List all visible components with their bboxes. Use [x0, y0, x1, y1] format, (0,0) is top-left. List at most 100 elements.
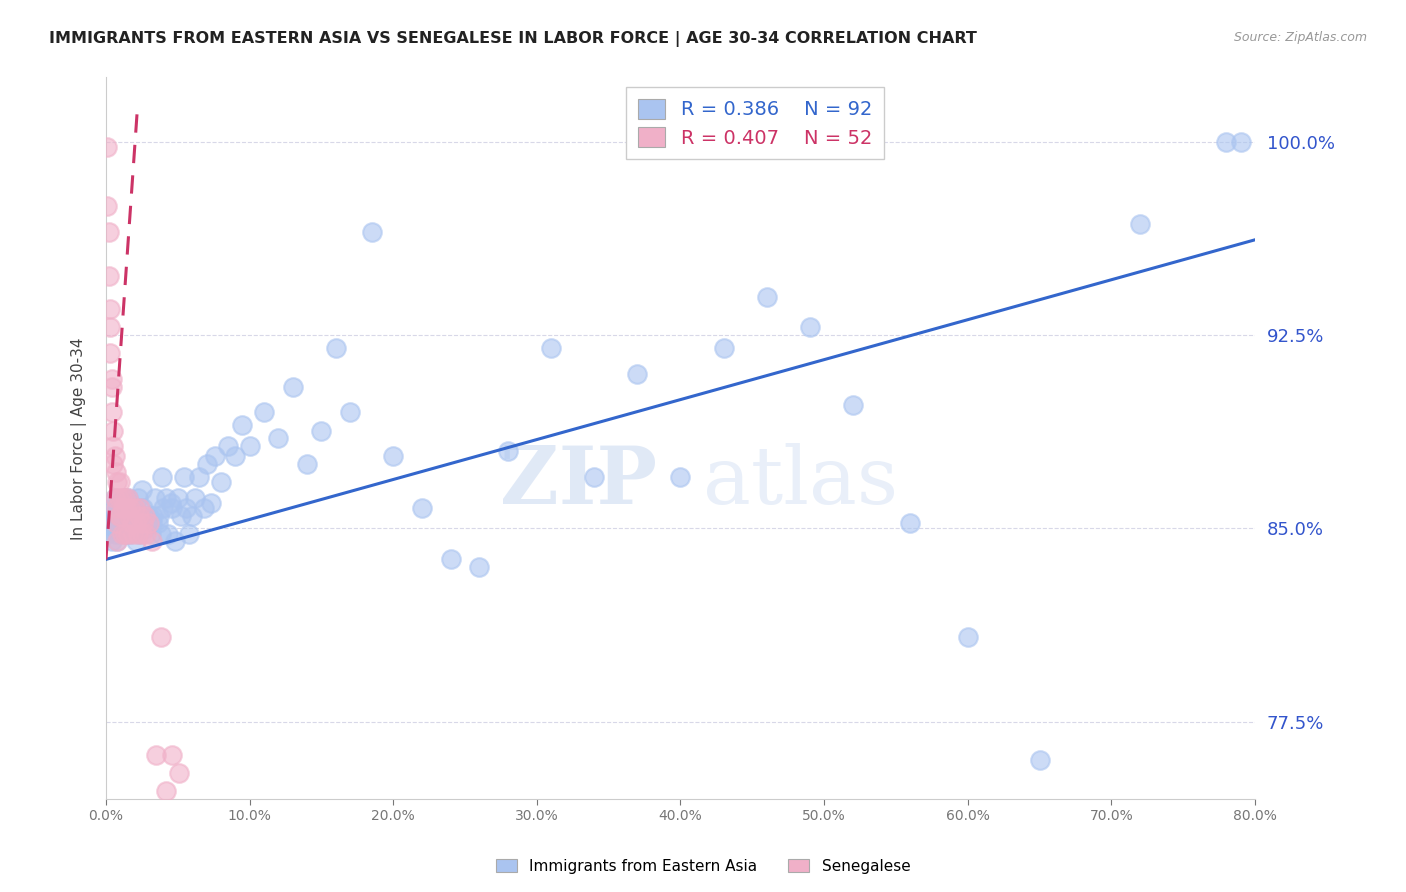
- Point: [105, 500, 128, 515]
- Point: [115, 526, 138, 541]
- Point: [1129, 218, 1152, 232]
- Point: [179, 526, 201, 541]
- Point: [129, 500, 152, 515]
- Point: [149, 630, 172, 644]
- Point: [107, 475, 129, 489]
- Point: [98, 508, 121, 523]
- Point: [108, 521, 131, 535]
- Point: [267, 431, 290, 445]
- Point: [184, 491, 207, 505]
- Point: [540, 341, 562, 355]
- Point: [181, 508, 204, 523]
- Text: atlas: atlas: [703, 442, 898, 521]
- Point: [105, 516, 128, 531]
- Point: [114, 491, 136, 505]
- Point: [139, 526, 162, 541]
- Point: [626, 367, 648, 381]
- Point: [115, 500, 138, 515]
- Point: [97, 225, 120, 239]
- Point: [200, 496, 222, 510]
- Point: [152, 500, 174, 515]
- Point: [138, 508, 160, 523]
- Y-axis label: In Labor Force | Age 30-34: In Labor Force | Age 30-34: [72, 337, 87, 540]
- Point: [339, 405, 361, 419]
- Point: [118, 496, 141, 510]
- Point: [360, 225, 382, 239]
- Point: [150, 470, 173, 484]
- Point: [121, 500, 143, 515]
- Point: [755, 289, 778, 303]
- Point: [295, 457, 318, 471]
- Point: [96, 140, 118, 154]
- Point: [110, 508, 132, 523]
- Point: [104, 491, 127, 505]
- Point: [188, 470, 211, 484]
- Point: [842, 398, 865, 412]
- Point: [468, 560, 491, 574]
- Point: [101, 424, 124, 438]
- Point: [105, 526, 128, 541]
- Point: [100, 372, 122, 386]
- Point: [96, 199, 118, 213]
- Point: [105, 500, 128, 515]
- Point: [104, 521, 127, 535]
- Point: [108, 496, 131, 510]
- Point: [110, 508, 132, 523]
- Point: [160, 500, 183, 515]
- Point: [111, 526, 134, 541]
- Point: [440, 552, 463, 566]
- Point: [217, 439, 239, 453]
- Point: [120, 526, 142, 541]
- Point: [132, 500, 155, 515]
- Point: [120, 500, 142, 515]
- Point: [111, 500, 134, 515]
- Point: [231, 418, 253, 433]
- Point: [107, 516, 129, 531]
- Point: [127, 491, 149, 505]
- Point: [118, 508, 141, 523]
- Point: [104, 491, 127, 505]
- Point: [114, 491, 136, 505]
- Point: [100, 534, 122, 549]
- Point: [146, 516, 169, 531]
- Point: [117, 491, 139, 505]
- Point: [166, 491, 188, 505]
- Point: [135, 526, 157, 541]
- Point: [135, 508, 157, 523]
- Point: [108, 508, 131, 523]
- Point: [100, 380, 122, 394]
- Point: [281, 380, 304, 394]
- Point: [107, 534, 129, 549]
- Point: [170, 508, 193, 523]
- Point: [96, 526, 118, 541]
- Point: [204, 450, 226, 464]
- Point: [107, 534, 129, 549]
- Point: [124, 500, 146, 515]
- Point: [97, 516, 120, 531]
- Point: [253, 405, 276, 419]
- Point: [101, 457, 124, 471]
- Point: [131, 526, 153, 541]
- Point: [669, 470, 692, 484]
- Point: [156, 526, 179, 541]
- Point: [134, 521, 156, 535]
- Point: [127, 526, 149, 541]
- Point: [1229, 135, 1251, 149]
- Point: [125, 516, 148, 531]
- Point: [100, 500, 122, 515]
- Point: [898, 516, 921, 531]
- Point: [112, 521, 135, 535]
- Point: [101, 508, 124, 523]
- Point: [141, 534, 163, 549]
- Point: [114, 526, 136, 541]
- Point: [155, 784, 177, 798]
- Point: [193, 500, 215, 515]
- Point: [111, 491, 134, 505]
- Point: [173, 470, 195, 484]
- Point: [956, 630, 979, 644]
- Point: [105, 465, 128, 479]
- Text: Source: ZipAtlas.com: Source: ZipAtlas.com: [1233, 31, 1367, 45]
- Point: [148, 508, 170, 523]
- Point: [124, 500, 146, 515]
- Point: [100, 405, 122, 419]
